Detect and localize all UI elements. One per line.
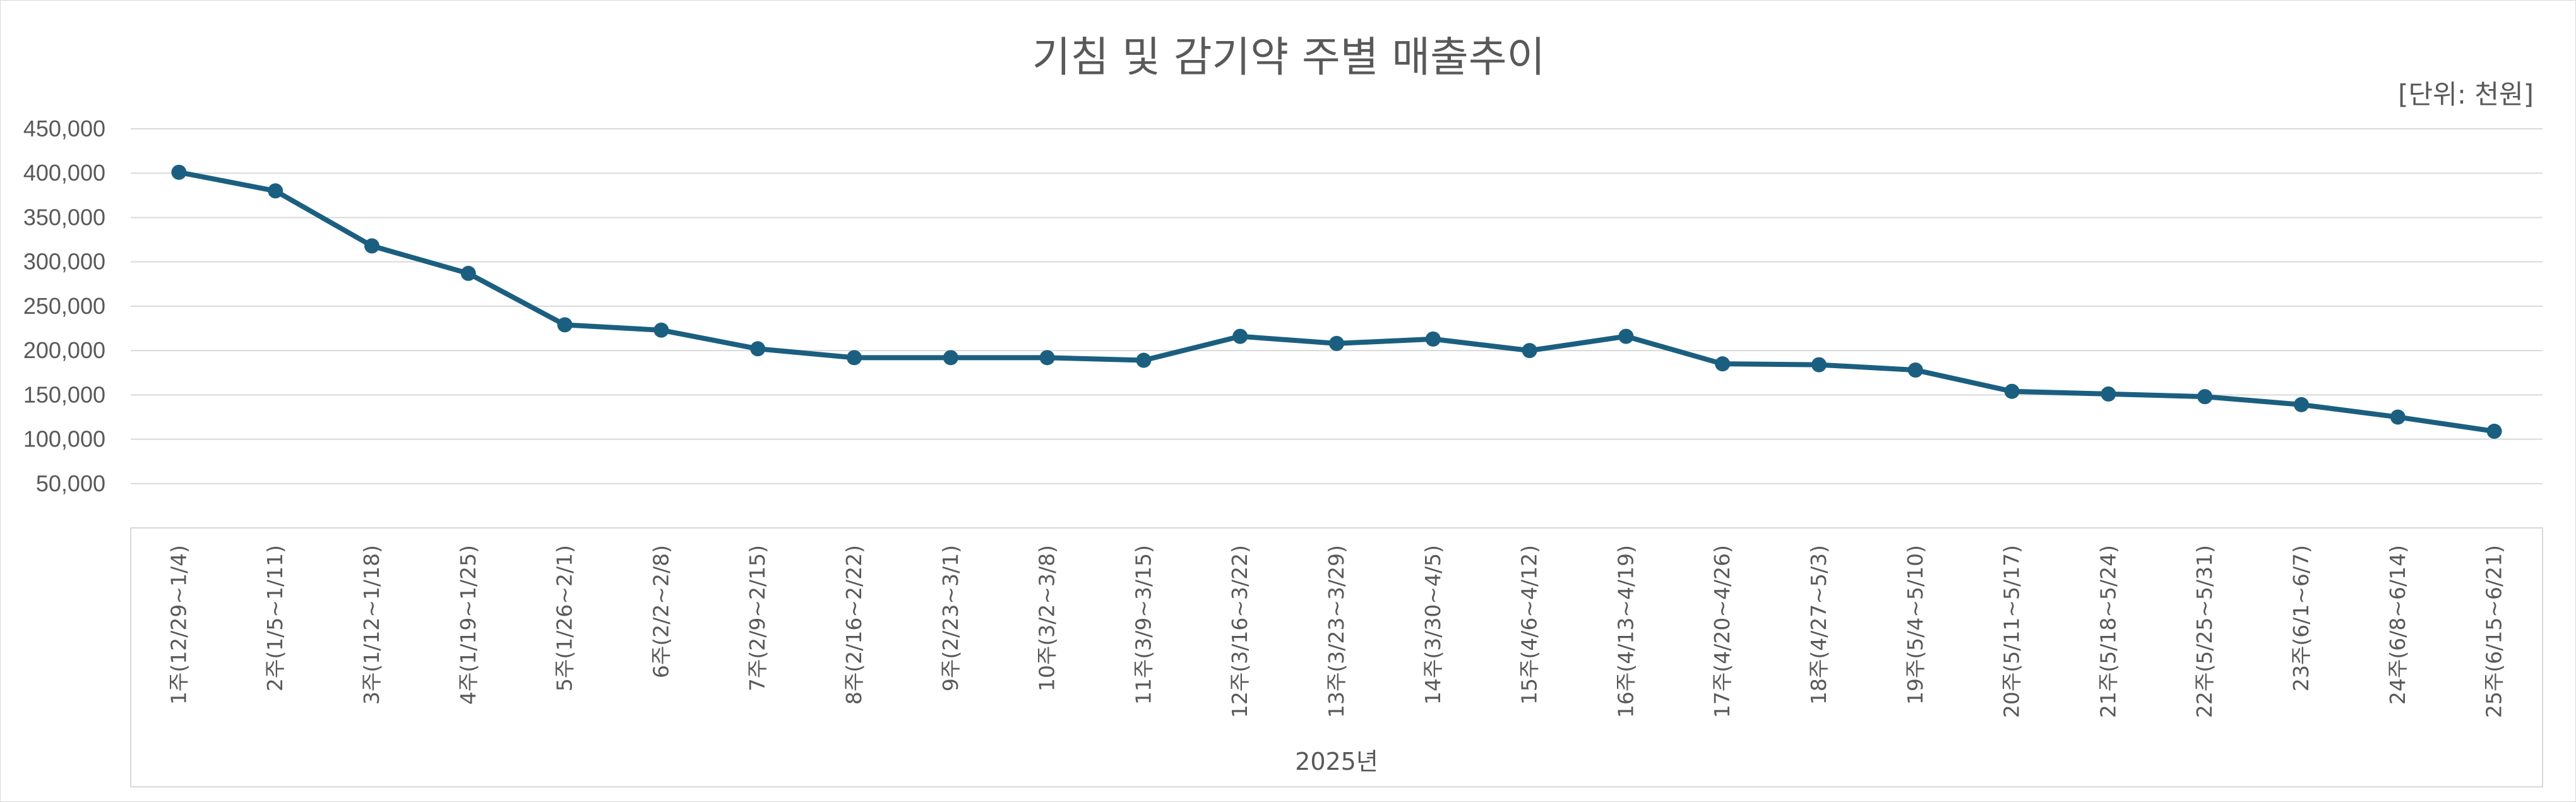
y-tick-label: 100,000 bbox=[23, 426, 105, 452]
x-tick-label: 1주(12/29~1/4) bbox=[166, 545, 191, 705]
x-tick-label: 8주(2/16~2/22) bbox=[842, 545, 866, 705]
data-point bbox=[1232, 328, 1248, 344]
x-tick-label: 23주(6/1~6/7) bbox=[2289, 545, 2313, 691]
y-tick-label: 450,000 bbox=[23, 116, 105, 141]
data-point bbox=[943, 350, 958, 366]
x-tick-label: 16주(4/13~4/19) bbox=[1613, 545, 1638, 718]
y-tick-label: 250,000 bbox=[23, 293, 105, 319]
data-point bbox=[2486, 423, 2502, 439]
data-point bbox=[653, 322, 669, 338]
x-tick-label: 24주(6/8~6/14) bbox=[2385, 545, 2410, 705]
x-tick-label: 18주(4/27~5/3) bbox=[1806, 545, 1831, 705]
data-point bbox=[1811, 357, 1827, 373]
x-tick-label: 15주(4/6~4/12) bbox=[1517, 545, 1542, 705]
data-point bbox=[2294, 397, 2309, 412]
y-tick-label: 400,000 bbox=[23, 160, 105, 186]
x-tick-label: 25주(6/15~6/21) bbox=[2482, 545, 2507, 718]
data-point bbox=[1136, 352, 1152, 368]
y-tick-label: 300,000 bbox=[23, 249, 105, 275]
data-point bbox=[364, 238, 379, 254]
x-tick-label: 17주(4/20~4/26) bbox=[1710, 545, 1734, 718]
x-tick-label: 3주(1/12~1/18) bbox=[359, 545, 384, 705]
data-point bbox=[2101, 386, 2116, 402]
x-tick-label: 5주(1/26~2/1) bbox=[552, 545, 577, 691]
y-tick-label: 200,000 bbox=[23, 337, 105, 363]
chart-title: 기침 및 감기약 주별 매출추이 bbox=[1032, 33, 1546, 81]
gridlines bbox=[131, 128, 2543, 484]
data-point bbox=[1329, 335, 1344, 351]
x-axis-title: 2025년 bbox=[1295, 748, 1378, 775]
data-point bbox=[2390, 409, 2406, 425]
data-point bbox=[2197, 389, 2213, 405]
x-tick-label: 4주(1/19~1/25) bbox=[456, 545, 480, 705]
data-point bbox=[557, 317, 573, 333]
x-tick-label: 6주(2/2~2/8) bbox=[648, 545, 673, 678]
data-point bbox=[1039, 350, 1055, 366]
x-tick-label: 21주(5/18~5/24) bbox=[2096, 545, 2120, 718]
data-point bbox=[1907, 362, 1923, 378]
data-point bbox=[171, 164, 187, 180]
x-tick-label: 14주(3/30~4/5) bbox=[1421, 545, 1445, 705]
x-tick-label: 13주(3/23~3/29) bbox=[1324, 545, 1349, 718]
y-axis-ticks: 450,000 400,000 350,000 300,000 250,000 200,0… bbox=[23, 116, 105, 496]
data-point bbox=[1522, 343, 1537, 359]
x-tick-label: 20주(5/11~5/17) bbox=[2000, 545, 2024, 718]
data-point bbox=[1618, 328, 1634, 344]
x-tick-label: 10주(3/2~3/8) bbox=[1035, 545, 1059, 691]
x-tick-label: 19주(5/4~5/10) bbox=[1903, 545, 1928, 705]
data-point bbox=[750, 341, 766, 357]
x-axis-ticks: 1주(12/29~1/4) 2주(1/5~1/11) 3주(1/12~1/18) 4주… bbox=[166, 545, 2506, 718]
data-point bbox=[268, 183, 283, 199]
y-tick-label: 150,000 bbox=[23, 381, 105, 407]
x-tick-label: 2주(1/5~1/11) bbox=[263, 545, 287, 691]
data-point bbox=[847, 350, 862, 366]
x-tick-label: 12주(3/16~3/22) bbox=[1227, 545, 1252, 718]
data-point bbox=[1715, 356, 1731, 372]
data-point bbox=[460, 265, 476, 281]
y-tick-label: 50,000 bbox=[36, 470, 105, 496]
series-line bbox=[171, 164, 2502, 439]
data-point bbox=[1425, 331, 1441, 347]
series-line-path bbox=[176, 169, 2497, 434]
y-tick-label: 350,000 bbox=[23, 204, 105, 230]
x-tick-label: 9주(2/23~3/1) bbox=[938, 545, 963, 691]
unit-note: [단위: 천원] bbox=[2398, 79, 2534, 110]
x-tick-label: 22주(5/25~5/31) bbox=[2192, 545, 2217, 718]
x-axis-label-area bbox=[130, 527, 2543, 787]
x-tick-label: 11주(3/9~3/15) bbox=[1131, 545, 1155, 705]
data-point bbox=[2004, 383, 2020, 399]
x-tick-label: 7주(2/9~2/15) bbox=[745, 545, 770, 691]
